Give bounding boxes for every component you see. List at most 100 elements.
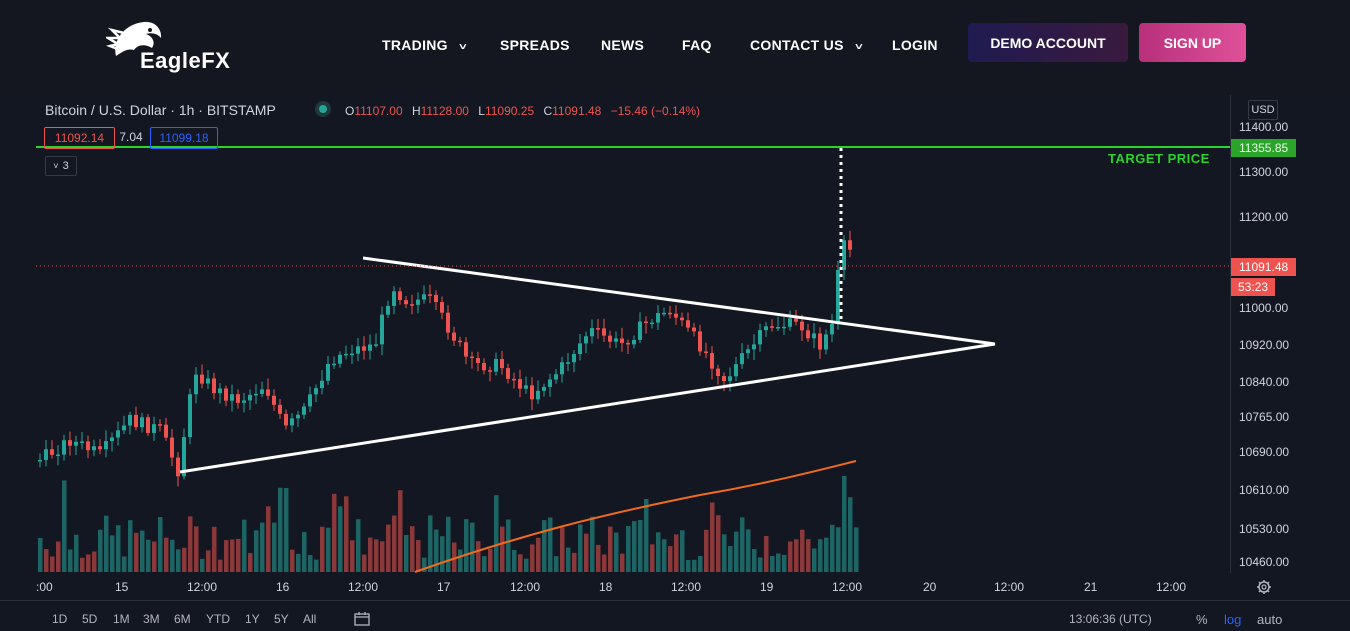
candle-body [488, 370, 492, 372]
bar-countdown-tag: 53:23 [1231, 278, 1276, 296]
candle-body [374, 344, 378, 346]
volume-bar [452, 542, 457, 572]
volume-bar [284, 488, 289, 572]
volume-bar [170, 539, 175, 572]
timeframe-button[interactable]: 3M [143, 612, 160, 626]
volume-bar [446, 516, 451, 572]
volume-bar [770, 555, 775, 572]
volume-bar [146, 539, 151, 572]
volume-bar [818, 539, 823, 572]
utc-clock[interactable]: 13:06:36 (UTC) [1069, 612, 1152, 626]
candle-body [236, 394, 240, 403]
eagle-logo-icon[interactable] [106, 16, 236, 76]
volume-bar [566, 547, 571, 572]
candle-body [188, 394, 192, 438]
candle-body [842, 240, 846, 270]
candle-body [848, 240, 852, 250]
candle-body [506, 368, 510, 379]
timeframe-button[interactable]: All [303, 612, 317, 626]
demo-account-button[interactable]: DEMO ACCOUNT [968, 23, 1128, 62]
volume-bar [224, 540, 229, 572]
candle-body [86, 441, 90, 451]
percent-scale-toggle[interactable]: % [1196, 612, 1208, 627]
timeframe-button[interactable]: 1M [113, 612, 130, 626]
candle-body [746, 349, 750, 354]
nav-contact-us[interactable]: CONTACT US ˅ [750, 37, 863, 53]
volume-bar [92, 551, 97, 572]
time-tick: 12:00 [348, 580, 379, 594]
candle-body [812, 333, 816, 339]
candle-body [752, 344, 756, 350]
candle-body [332, 363, 336, 366]
volume-bar [290, 549, 295, 572]
volume-bar [296, 553, 301, 572]
volume-bar [806, 539, 811, 572]
timeframe-button[interactable]: YTD [206, 612, 230, 626]
volume-bar [596, 544, 601, 572]
top-nav: EagleFX TRADING ˅ SPREADS NEWS FAQ CONTAC… [0, 0, 1350, 95]
volume-bar [494, 495, 499, 572]
volume-bar [308, 555, 313, 572]
log-scale-toggle[interactable]: log [1224, 612, 1242, 627]
timeframe-button[interactable]: 5D [82, 612, 98, 626]
timeframe-button[interactable]: 5Y [274, 612, 289, 626]
nav-faq[interactable]: FAQ [682, 37, 712, 53]
candle-body [686, 320, 690, 328]
candle-body [338, 354, 342, 364]
candle-body [824, 334, 828, 350]
volume-bar [158, 517, 163, 572]
candle-body [326, 364, 330, 381]
candle-body [452, 332, 456, 341]
sign-up-button[interactable]: SIGN UP [1139, 23, 1246, 62]
volume-bar [662, 539, 667, 572]
volume-bar [260, 522, 265, 572]
volume-bar [332, 493, 337, 572]
auto-scale-toggle[interactable]: auto [1257, 612, 1283, 627]
candle-body [530, 385, 534, 400]
volume-bar [152, 541, 157, 572]
indicators-collapse-button[interactable]: ˅ 3 [45, 156, 77, 176]
sell-price-box[interactable]: 11092.14 [44, 127, 115, 149]
chevron-down-icon: ˅ [458, 42, 467, 53]
currency-button[interactable]: USD [1248, 100, 1278, 120]
market-status-icon [315, 101, 331, 117]
brand-wordmark[interactable]: EagleFX [140, 48, 231, 73]
volume-bar [326, 527, 331, 572]
candle-body [62, 440, 66, 455]
price-tick: 10610.00 [1239, 483, 1290, 497]
nav-trading[interactable]: TRADING ˅ [382, 37, 467, 53]
buy-price-box[interactable]: 11099.18 [150, 127, 218, 149]
spread-value: 7.04 [119, 130, 143, 144]
time-tick: 12:00 [510, 580, 541, 594]
time-tick: 16 [276, 580, 290, 594]
timeframe-button[interactable]: 1Y [245, 612, 260, 626]
volume-bar [368, 537, 373, 572]
candle-body [830, 323, 834, 335]
gear-icon[interactable] [1256, 579, 1272, 595]
candle-body [494, 358, 498, 372]
volume-bar [410, 526, 415, 572]
time-tick: 20 [923, 580, 937, 594]
timeframe-button[interactable]: 1D [52, 612, 68, 626]
candle-body [836, 269, 840, 324]
candle-body [140, 417, 144, 428]
nav-login[interactable]: LOGIN [892, 37, 938, 53]
candle-body [476, 358, 480, 363]
volume-bar [80, 557, 85, 572]
candle-body [626, 342, 630, 345]
time-tick: 15 [115, 580, 129, 594]
volume-bar [740, 517, 745, 572]
nav-spreads[interactable]: SPREADS [500, 37, 570, 53]
date-range-icon[interactable] [353, 611, 371, 627]
candle-body [308, 394, 312, 407]
candle-body [674, 313, 678, 318]
candle-body [728, 376, 732, 382]
volume-bar [614, 532, 619, 572]
nav-news[interactable]: NEWS [601, 37, 645, 53]
candle-body [536, 390, 540, 400]
candle-body [122, 425, 126, 431]
candle-body [662, 312, 666, 315]
candle-body [644, 321, 648, 324]
timeframe-button[interactable]: 6M [174, 612, 191, 626]
